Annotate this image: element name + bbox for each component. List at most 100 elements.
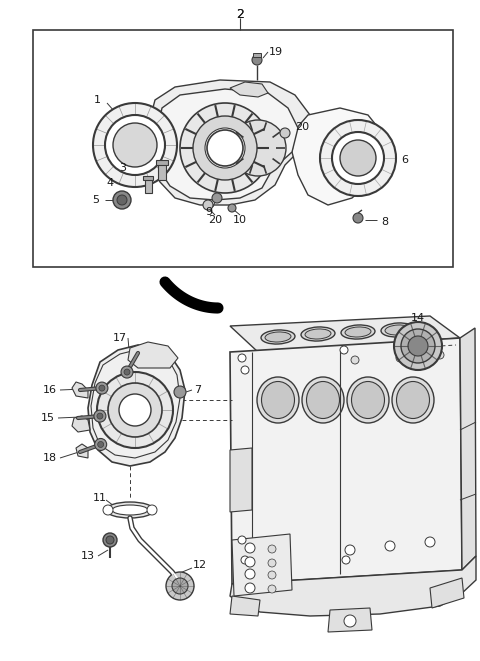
Polygon shape xyxy=(91,349,180,458)
Circle shape xyxy=(425,537,435,547)
Ellipse shape xyxy=(381,323,415,337)
Circle shape xyxy=(96,382,108,394)
Text: 9: 9 xyxy=(205,207,213,217)
Polygon shape xyxy=(230,596,260,616)
Polygon shape xyxy=(230,316,460,352)
Circle shape xyxy=(245,557,255,567)
Circle shape xyxy=(193,116,257,180)
Circle shape xyxy=(353,213,363,223)
Circle shape xyxy=(117,195,127,205)
Text: 11: 11 xyxy=(93,493,107,503)
Text: 1: 1 xyxy=(94,95,100,105)
Text: 12: 12 xyxy=(193,560,207,570)
Ellipse shape xyxy=(112,505,148,515)
Text: 10: 10 xyxy=(233,215,247,225)
Text: 18: 18 xyxy=(43,453,57,463)
Ellipse shape xyxy=(392,377,434,423)
Circle shape xyxy=(268,571,276,579)
Circle shape xyxy=(180,103,270,193)
Ellipse shape xyxy=(305,329,331,339)
Ellipse shape xyxy=(262,381,295,418)
Circle shape xyxy=(252,55,262,65)
Polygon shape xyxy=(154,89,298,200)
Circle shape xyxy=(106,536,114,544)
Text: 14: 14 xyxy=(411,313,425,323)
Polygon shape xyxy=(292,108,380,205)
Circle shape xyxy=(166,572,194,600)
Circle shape xyxy=(203,200,213,210)
Ellipse shape xyxy=(302,377,344,423)
Circle shape xyxy=(113,191,131,209)
Polygon shape xyxy=(145,80,310,205)
Circle shape xyxy=(351,356,359,364)
Circle shape xyxy=(97,372,173,448)
Circle shape xyxy=(103,533,117,547)
Circle shape xyxy=(245,543,255,553)
Text: 7: 7 xyxy=(194,385,202,395)
Circle shape xyxy=(345,545,355,555)
Text: 20: 20 xyxy=(208,215,222,225)
Circle shape xyxy=(108,383,162,437)
Circle shape xyxy=(268,585,276,593)
Circle shape xyxy=(105,115,165,175)
Circle shape xyxy=(268,559,276,567)
Circle shape xyxy=(238,354,246,362)
Circle shape xyxy=(436,351,444,359)
Circle shape xyxy=(342,556,350,564)
Text: 15: 15 xyxy=(41,413,55,423)
Circle shape xyxy=(245,583,255,593)
Circle shape xyxy=(95,438,107,451)
Circle shape xyxy=(408,336,428,356)
Polygon shape xyxy=(128,342,178,368)
Circle shape xyxy=(340,346,348,354)
Ellipse shape xyxy=(257,377,299,423)
Text: 17: 17 xyxy=(113,333,127,343)
Circle shape xyxy=(97,442,104,447)
Polygon shape xyxy=(76,444,88,458)
Circle shape xyxy=(268,545,276,553)
Text: 5: 5 xyxy=(93,195,99,205)
Circle shape xyxy=(396,354,404,362)
Circle shape xyxy=(394,322,442,370)
Circle shape xyxy=(174,386,186,398)
Circle shape xyxy=(401,329,435,363)
Text: 2: 2 xyxy=(236,9,244,22)
Bar xyxy=(158,162,166,180)
Circle shape xyxy=(205,128,245,168)
Circle shape xyxy=(103,505,113,515)
Polygon shape xyxy=(460,328,476,570)
Polygon shape xyxy=(230,448,252,512)
Ellipse shape xyxy=(265,332,291,342)
Text: 16: 16 xyxy=(43,385,57,395)
Circle shape xyxy=(93,103,177,187)
Polygon shape xyxy=(72,382,88,398)
Circle shape xyxy=(332,132,384,184)
Circle shape xyxy=(385,541,395,551)
Circle shape xyxy=(230,120,286,176)
Circle shape xyxy=(119,394,151,426)
Bar xyxy=(145,178,152,193)
Ellipse shape xyxy=(106,502,154,518)
Circle shape xyxy=(121,366,133,378)
Polygon shape xyxy=(430,578,464,608)
Ellipse shape xyxy=(385,325,411,335)
Polygon shape xyxy=(230,556,476,616)
Bar xyxy=(33,30,453,267)
Circle shape xyxy=(241,366,249,374)
Circle shape xyxy=(241,556,249,564)
Circle shape xyxy=(344,615,356,627)
Circle shape xyxy=(320,120,396,196)
Circle shape xyxy=(97,413,103,419)
Ellipse shape xyxy=(351,381,384,418)
Ellipse shape xyxy=(347,377,389,423)
Text: 3: 3 xyxy=(120,163,127,173)
Circle shape xyxy=(238,536,246,544)
Circle shape xyxy=(207,130,243,166)
Text: 19: 19 xyxy=(269,47,283,57)
Ellipse shape xyxy=(301,327,335,341)
Circle shape xyxy=(147,505,157,515)
Circle shape xyxy=(99,385,105,391)
Circle shape xyxy=(340,140,376,176)
Circle shape xyxy=(94,410,106,422)
Ellipse shape xyxy=(341,325,375,339)
